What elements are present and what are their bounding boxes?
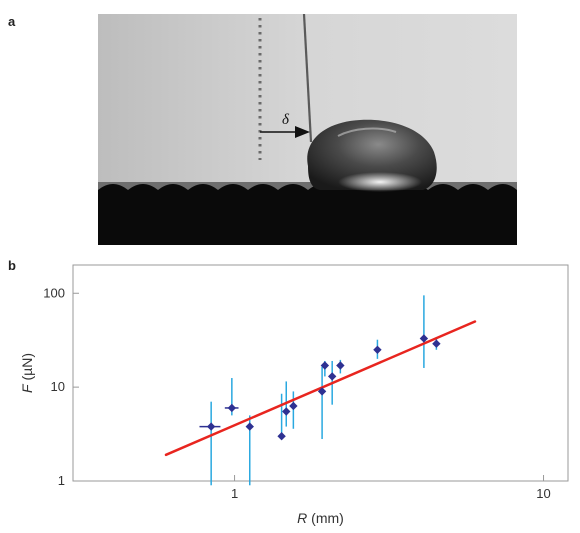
- textured-surface: [98, 184, 517, 245]
- data-point: [227, 403, 237, 413]
- y-axis-unit: (µN): [19, 353, 35, 384]
- data-point: [206, 422, 216, 431]
- data-point: [277, 432, 286, 441]
- droplet-photo: δ: [98, 14, 517, 245]
- data-point: [289, 401, 298, 411]
- data-point: [282, 407, 291, 416]
- x-tick-label: 10: [536, 486, 550, 501]
- y-axis-var: F: [19, 383, 35, 393]
- fibre: [302, 14, 313, 143]
- y-tick-label: 1: [58, 473, 65, 488]
- data-point: [419, 334, 429, 343]
- force-radius-chart: 1 10 100 1 10 F (µN) R (mm): [19, 264, 569, 526]
- x-axis-unit: (mm): [307, 510, 344, 526]
- delta-label: δ: [282, 112, 290, 128]
- panel-a-label: a: [8, 14, 16, 29]
- y-axis-label: F (µN): [19, 353, 35, 393]
- data-point: [320, 361, 330, 370]
- data-point: [317, 387, 327, 396]
- data-point: [245, 422, 254, 431]
- x-axis-label: R (mm): [297, 510, 344, 526]
- x-axis-var: R: [297, 510, 307, 526]
- y-tick-label: 100: [43, 285, 65, 300]
- x-tick-label: 1: [231, 486, 238, 501]
- fit-line: [164, 320, 477, 457]
- plot-frame: [72, 264, 569, 482]
- droplet: [307, 119, 437, 190]
- data-point: [432, 339, 441, 348]
- data-point: [336, 361, 345, 370]
- panel-b-label: b: [8, 258, 16, 273]
- data-point: [327, 372, 337, 381]
- y-tick-label: 10: [51, 379, 65, 394]
- arrow-head-icon: [295, 126, 310, 138]
- data-point: [373, 345, 382, 354]
